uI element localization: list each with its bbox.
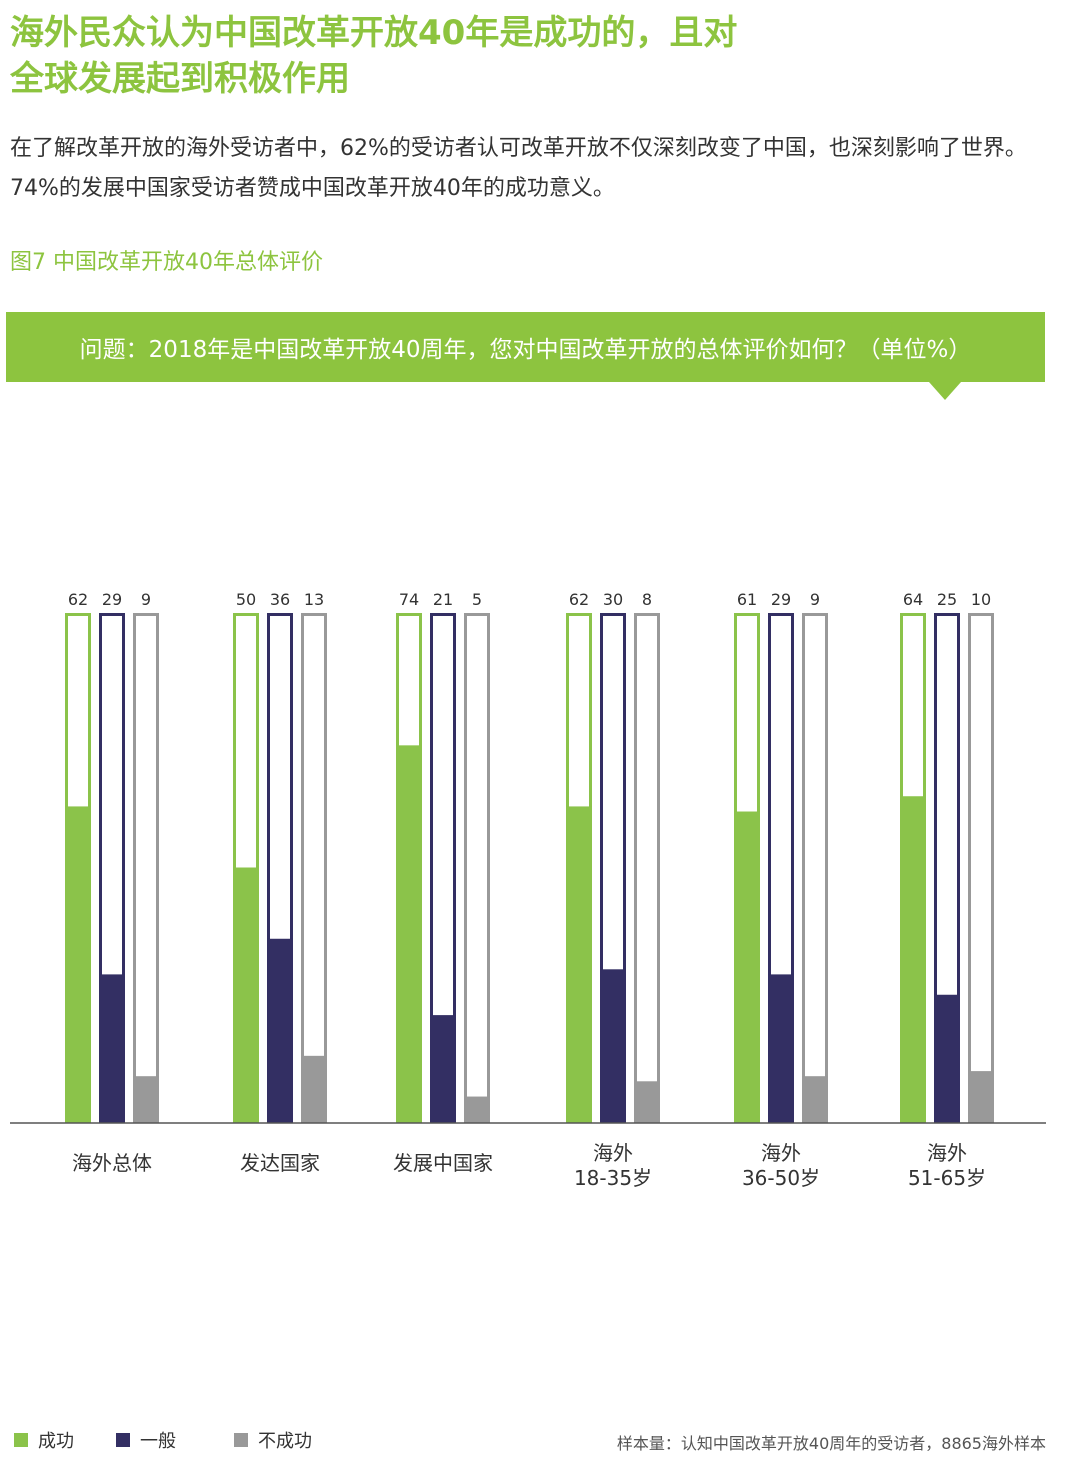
sample-note: 样本量：认知中国改革开放40周年的受访者，8865海外样本 (616, 1434, 1046, 1453)
bar-success (396, 745, 422, 1122)
data-label-fail: 10 (971, 590, 991, 609)
bar-average (267, 938, 293, 1122)
heading-line-2: 全球发展起到积极作用 (10, 59, 350, 99)
bar-frame-fail (802, 613, 828, 1124)
data-label-average: 25 (937, 590, 957, 609)
data-label-fail: 9 (810, 590, 820, 609)
question-banner: 问题：2018年是中国改革开放40周年，您对中国改革开放的总体评价如何？（单位%… (6, 312, 1045, 382)
data-label-average: 30 (603, 590, 623, 609)
data-label-average: 29 (771, 590, 791, 609)
bar-frame-fail (968, 613, 994, 1124)
legend-swatch-average (116, 1433, 130, 1447)
bar-frame-fail (301, 613, 327, 1124)
bar-fail (464, 1096, 490, 1122)
data-label-average: 36 (270, 590, 290, 609)
category-label: 51-65岁 (908, 1166, 986, 1190)
data-label-success: 61 (737, 590, 757, 609)
legend-swatch-fail (234, 1433, 248, 1447)
question-pointer (929, 382, 961, 400)
bar-average (430, 1015, 456, 1122)
legend-label-success: 成功 (38, 1431, 74, 1452)
category-label: 发达国家 (240, 1151, 320, 1175)
bar-average (768, 974, 794, 1122)
category-label: 18-35岁 (574, 1166, 652, 1190)
bar-success (233, 867, 259, 1122)
bar-fail (301, 1055, 327, 1122)
category-label: 海外 (927, 1141, 967, 1165)
data-label-success: 74 (399, 590, 419, 609)
bar-frame-fail (634, 613, 660, 1124)
figure-title: 图7 中国改革开放40年总体评价 (10, 250, 323, 275)
bar-fail (968, 1071, 994, 1122)
data-label-fail: 9 (141, 590, 151, 609)
data-label-success: 62 (569, 590, 589, 609)
legend-item-success: 成功 (14, 1427, 74, 1453)
bar-success (566, 806, 592, 1122)
data-label-success: 50 (236, 590, 256, 609)
data-label-fail: 5 (472, 590, 482, 609)
data-label-fail: 13 (304, 590, 324, 609)
bar-success (734, 811, 760, 1122)
legend-swatch-success (14, 1433, 28, 1447)
data-label-success: 64 (903, 590, 923, 609)
category-label: 海外 (761, 1141, 801, 1165)
bar-fail (133, 1076, 159, 1122)
bar-frame-fail (133, 613, 159, 1124)
page-heading: 海外民众认为中国改革开放40年是成功的，且对 全球发展起到积极作用 (10, 10, 1050, 102)
data-label-average: 21 (433, 590, 453, 609)
bar-frame-fail (464, 613, 490, 1124)
category-label: 海外 (593, 1141, 633, 1165)
legend-label-average: 一般 (140, 1431, 176, 1452)
bar-fail (634, 1081, 660, 1122)
category-label: 海外总体 (72, 1151, 152, 1175)
question-text: 问题：2018年是中国改革开放40周年，您对中国改革开放的总体评价如何？（单位%… (79, 337, 972, 363)
bar-average (600, 969, 626, 1122)
data-label-fail: 8 (642, 590, 652, 609)
legend-item-average: 一般 (116, 1427, 176, 1453)
legend-label-fail: 不成功 (258, 1431, 312, 1452)
chart-legend: 成功 一般 不成功 (14, 1427, 312, 1453)
heading-line-1: 海外民众认为中国改革开放40年是成功的，且对 (10, 13, 738, 53)
bar-average (934, 994, 960, 1122)
bar-success (900, 796, 926, 1122)
data-label-success: 62 (68, 590, 88, 609)
bar-average (99, 974, 125, 1122)
legend-item-fail: 不成功 (234, 1427, 312, 1453)
bar-success (65, 806, 91, 1122)
intro-paragraph: 在了解改革开放的海外受访者中，62%的受访者认可改革开放不仅深刻改变了中国，也深… (10, 136, 1027, 201)
bar-fail (802, 1076, 828, 1122)
category-label: 36-50岁 (742, 1166, 820, 1190)
data-label-average: 29 (102, 590, 122, 609)
category-label: 发展中国家 (393, 1151, 493, 1175)
